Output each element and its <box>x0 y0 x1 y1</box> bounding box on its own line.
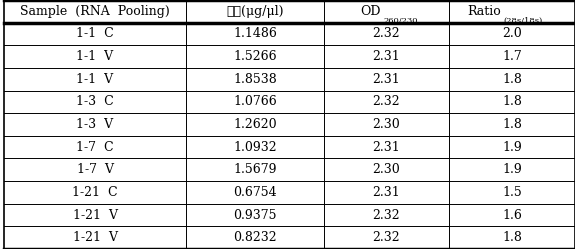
Text: 1-3  V: 1-3 V <box>76 118 114 131</box>
Text: 1.1486: 1.1486 <box>233 27 277 40</box>
Text: 1.2620: 1.2620 <box>233 118 277 131</box>
Text: 1.6: 1.6 <box>502 209 522 222</box>
Text: 1.0932: 1.0932 <box>233 141 277 154</box>
Text: 2.30: 2.30 <box>373 118 400 131</box>
Text: Sample  (RNA  Pooling): Sample (RNA Pooling) <box>20 5 170 18</box>
Text: 1.5679: 1.5679 <box>233 163 277 176</box>
Text: 1-7  C: 1-7 C <box>76 141 114 154</box>
Text: 1-21  C: 1-21 C <box>72 186 118 199</box>
Text: 1.8: 1.8 <box>502 231 522 244</box>
Text: 2.32: 2.32 <box>373 95 400 108</box>
Text: 1-1  V: 1-1 V <box>76 50 114 63</box>
Text: 2.0: 2.0 <box>503 27 522 40</box>
Text: 1.5266: 1.5266 <box>233 50 277 63</box>
Text: 2.31: 2.31 <box>373 73 400 86</box>
Text: 1-21  V: 1-21 V <box>72 209 117 222</box>
Text: 0.9375: 0.9375 <box>233 209 277 222</box>
Text: 2.30: 2.30 <box>373 163 400 176</box>
Text: 1-7  V: 1-7 V <box>76 163 113 176</box>
Text: 농도(μg/μl): 농도(μg/μl) <box>226 5 283 18</box>
Text: 2.32: 2.32 <box>373 209 400 222</box>
Text: 1.9: 1.9 <box>503 163 522 176</box>
Text: 1.7: 1.7 <box>503 50 522 63</box>
Text: 2.32: 2.32 <box>373 231 400 244</box>
Text: 1-1  V: 1-1 V <box>76 73 114 86</box>
Text: 2.31: 2.31 <box>373 141 400 154</box>
Text: 1-3  C: 1-3 C <box>76 95 114 108</box>
Text: 1-21  V: 1-21 V <box>72 231 117 244</box>
Text: (28s/18s): (28s/18s) <box>504 17 543 25</box>
Text: 1-1  C: 1-1 C <box>76 27 114 40</box>
Text: Ratio: Ratio <box>467 5 501 18</box>
Text: 2.32: 2.32 <box>373 27 400 40</box>
Text: 1.0766: 1.0766 <box>233 95 277 108</box>
Text: 2.31: 2.31 <box>373 186 400 199</box>
Text: 0.8232: 0.8232 <box>233 231 277 244</box>
Text: 1.5: 1.5 <box>503 186 522 199</box>
Text: 1.9: 1.9 <box>503 141 522 154</box>
Text: 1.8: 1.8 <box>502 118 522 131</box>
Text: 2.31: 2.31 <box>373 50 400 63</box>
Text: 0.6754: 0.6754 <box>233 186 277 199</box>
Text: 1.8: 1.8 <box>502 95 522 108</box>
Text: OD: OD <box>360 5 381 18</box>
Text: 1.8538: 1.8538 <box>233 73 277 86</box>
Text: 1.8: 1.8 <box>502 73 522 86</box>
Text: 260/230: 260/230 <box>384 17 418 25</box>
